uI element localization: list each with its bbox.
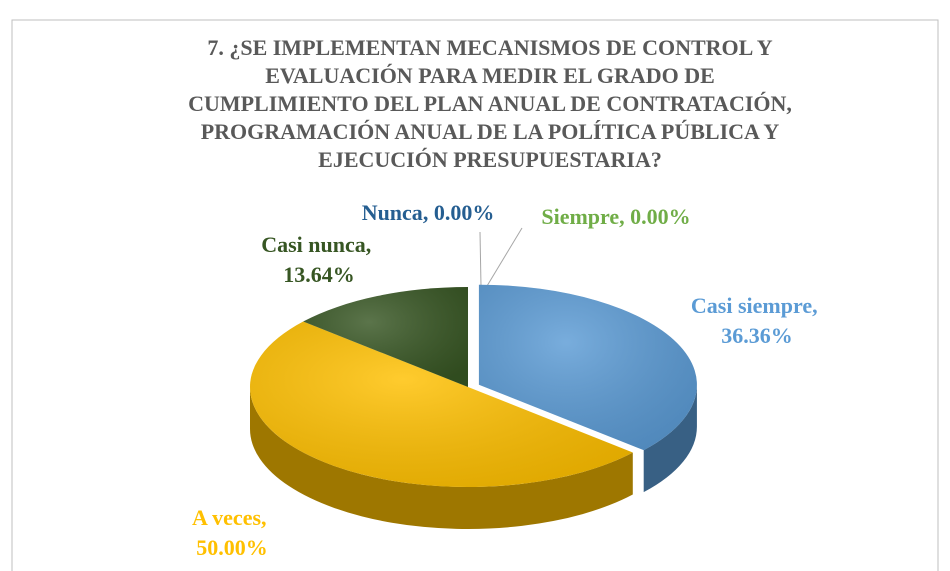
label-category: Siempre	[541, 204, 619, 229]
slice-side	[643, 384, 697, 493]
label-separator: ,	[423, 200, 434, 225]
chart-title: PROGRAMACIÓN ANUAL DE LA POLÍTICA PÚBLIC…	[201, 119, 780, 144]
label-separator: ,	[366, 232, 377, 257]
chart-frame	[11, 19, 939, 571]
label-separator: ,	[812, 293, 823, 318]
label-separator: ,	[261, 505, 272, 530]
label-value: 50.00%	[196, 535, 268, 560]
data-label: Casi nunca, 13.64%	[261, 232, 377, 287]
label-value: 36.36%	[721, 323, 793, 348]
label-category: A veces	[192, 505, 261, 530]
slice-shade	[303, 287, 468, 387]
slice-shade	[249, 321, 633, 487]
leader-line	[479, 231, 482, 287]
data-label: Nunca, 0.00%	[362, 200, 495, 225]
label-value: 0.00%	[630, 204, 691, 229]
label-value: 0.00%	[434, 200, 495, 225]
chart-title: CUMPLIMIENTO DEL PLAN ANUAL DE CONTRATAC…	[188, 91, 792, 116]
slice-side	[250, 387, 633, 529]
label-category: Nunca	[362, 200, 423, 225]
slice-shade	[478, 284, 697, 451]
leader-line	[486, 227, 523, 287]
data-label: Casi siempre, 36.36%	[691, 293, 823, 348]
data-label: A veces, 50.00%	[192, 505, 272, 560]
label-value: 13.64%	[283, 262, 355, 287]
chart-title: EVALUACIÓN PARA MEDIR EL GRADO DE	[265, 63, 715, 88]
data-label: Siempre, 0.00%	[541, 204, 690, 229]
label-separator: ,	[619, 204, 630, 229]
label-category: Casi siempre	[691, 293, 812, 318]
chart-title: 7. ¿SE IMPLEMENTAN MECANISMOS DE CONTROL…	[207, 35, 772, 60]
chart-title: EJECUCIÓN PRESUPUESTARIA?	[318, 147, 662, 172]
label-category: Casi nunca	[261, 232, 366, 257]
